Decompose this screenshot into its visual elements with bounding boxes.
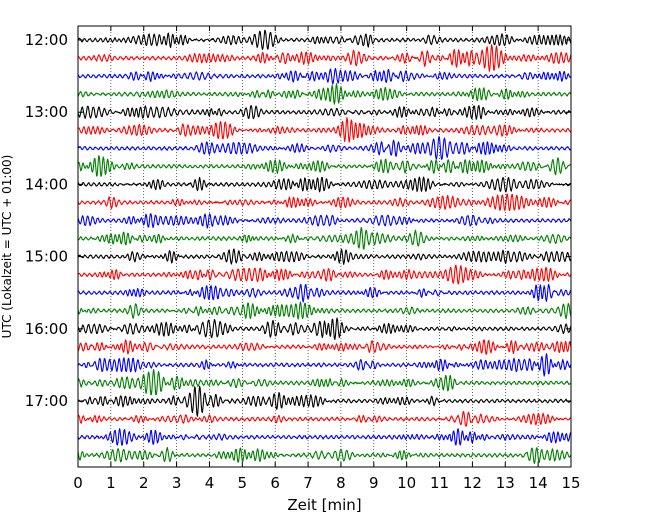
tick-layer: 0 1 2 3 4 5 6 7 8 9 10 11 12 13 14 1512:0013:0014:0015:…: [25, 26, 581, 492]
trace-row-3: [77, 83, 572, 105]
trace-row-0: [77, 29, 572, 50]
x-tick-label: 9: [369, 474, 379, 492]
trace-row-9: [77, 193, 572, 212]
x-tick-label: 11: [430, 474, 449, 492]
trace-row-7: [77, 155, 572, 177]
trace-row-6: [77, 136, 572, 160]
y-tick-label: 16:00: [25, 320, 68, 338]
x-tick-label: 15: [561, 474, 580, 492]
x-tick-label: 10: [397, 474, 416, 492]
plot-frame: [77, 25, 572, 468]
trace-row-18: [77, 353, 572, 377]
x-tick-label: 1: [106, 474, 116, 492]
x-tick-label: 14: [529, 474, 548, 492]
x-tick-label: 12: [463, 474, 482, 492]
x-axis-title: Zeit [min]: [287, 496, 361, 514]
trace-row-16: [77, 317, 572, 340]
x-tick-label: 5: [238, 474, 248, 492]
y-tick-label: 17:00: [25, 392, 68, 410]
trace-row-22: [77, 428, 572, 446]
trace-row-14: [77, 283, 572, 303]
x-tick-label: 6: [270, 474, 280, 492]
x-tick-label: 7: [303, 474, 313, 492]
x-tick-label: 3: [172, 474, 182, 492]
x-tick-label: 2: [139, 474, 149, 492]
trace-row-15: [77, 301, 572, 320]
trace-layer: [77, 29, 572, 464]
trace-row-17: [77, 339, 572, 355]
trace-row-10: [77, 213, 572, 229]
y-tick-label: 12:00: [25, 31, 68, 49]
y-tick-label: 15:00: [25, 248, 68, 266]
trace-row-19: [77, 368, 572, 396]
trace-row-23: [77, 446, 572, 464]
trace-row-20: [77, 385, 572, 417]
trace-row-21: [77, 410, 572, 427]
trace-row-8: [77, 176, 572, 193]
trace-row-13: [77, 264, 572, 285]
trace-row-1: [77, 44, 572, 72]
x-tick-label: 4: [205, 474, 215, 492]
x-tick-label: 13: [496, 474, 515, 492]
x-tick-label: 0: [73, 474, 83, 492]
trace-row-2: [77, 67, 572, 85]
trace-row-11: [77, 226, 572, 250]
y-tick-label: 14:00: [25, 175, 68, 193]
y-tick-label: 13:00: [25, 103, 68, 121]
y-axis-title: UTC (Lokalzeit = UTC + 01:00): [0, 155, 14, 339]
trace-row-5: [77, 117, 572, 143]
trace-row-12: [77, 248, 572, 265]
trace-row-4: [77, 104, 572, 120]
x-tick-label: 8: [336, 474, 346, 492]
